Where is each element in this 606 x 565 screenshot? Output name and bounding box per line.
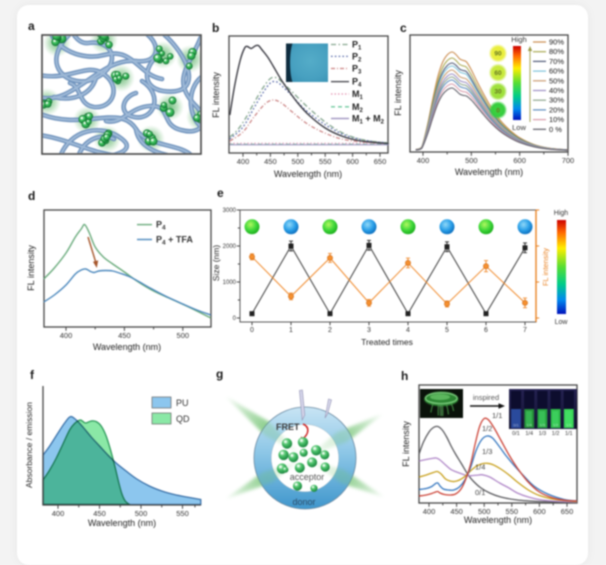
svg-text:FRET: FRET	[276, 422, 300, 432]
svg-text:1000: 1000	[223, 280, 237, 286]
svg-text:Wavelength (nm): Wavelength (nm)	[274, 169, 342, 179]
svg-text:400: 400	[52, 509, 65, 518]
svg-text:5: 5	[445, 327, 449, 334]
svg-text:550: 550	[506, 507, 519, 516]
svg-text:30%: 30%	[549, 96, 564, 105]
svg-text:P2: P2	[352, 51, 362, 63]
svg-text:1/4: 1/4	[475, 463, 485, 472]
svg-text:3: 3	[367, 327, 371, 334]
svg-text:acceptor: acceptor	[290, 472, 325, 482]
svg-text:0: 0	[233, 316, 237, 322]
svg-text:0/1: 0/1	[475, 488, 485, 497]
svg-text:6: 6	[484, 327, 488, 334]
svg-text:650: 650	[561, 507, 574, 516]
svg-text:20%: 20%	[549, 105, 564, 114]
svg-text:60%: 60%	[549, 67, 564, 76]
svg-text:inspired: inspired	[473, 393, 499, 402]
svg-text:450: 450	[450, 507, 463, 516]
svg-text:400: 400	[60, 331, 73, 340]
svg-text:450: 450	[93, 509, 106, 518]
svg-text:M1: M1	[352, 89, 364, 101]
svg-text:P3: P3	[352, 64, 362, 76]
svg-text:4: 4	[406, 327, 410, 334]
svg-text:Low: Low	[512, 123, 526, 132]
svg-text:FL intensity: FL intensity	[541, 248, 550, 286]
svg-text:Size (nm): Size (nm)	[211, 245, 221, 282]
svg-text:30: 30	[494, 89, 502, 96]
svg-text:Low: Low	[555, 319, 569, 326]
svg-text:450: 450	[264, 157, 277, 166]
svg-text:0: 0	[250, 327, 254, 334]
svg-text:donor: donor	[292, 497, 315, 507]
svg-text:1: 1	[289, 327, 293, 334]
svg-text:90%: 90%	[549, 38, 564, 47]
svg-text:70%: 70%	[549, 57, 564, 66]
svg-text:50%: 50%	[549, 76, 564, 85]
svg-text:0/1: 0/1	[512, 431, 520, 437]
svg-text:Wavelength (nm): Wavelength (nm)	[88, 518, 156, 528]
svg-text:40%: 40%	[549, 86, 564, 95]
svg-text:80%: 80%	[549, 47, 564, 56]
svg-text:3000: 3000	[223, 208, 237, 214]
svg-text:600: 600	[346, 157, 359, 166]
svg-text:QD: QD	[176, 414, 190, 424]
svg-text:400: 400	[417, 156, 430, 165]
svg-text:650: 650	[374, 157, 387, 166]
svg-text:Treated times: Treated times	[361, 337, 413, 347]
svg-text:1/1: 1/1	[492, 411, 502, 420]
svg-text:400: 400	[237, 157, 250, 166]
svg-text:P4 + TFA: P4 + TFA	[156, 235, 193, 247]
svg-text:500: 500	[478, 507, 491, 516]
svg-text:60: 60	[494, 70, 502, 77]
svg-text:Wavelength (nm): Wavelength (nm)	[464, 515, 532, 525]
svg-text:1/2: 1/2	[482, 424, 492, 433]
svg-text:Wavelength (nm): Wavelength (nm)	[93, 342, 161, 352]
svg-text:90: 90	[494, 51, 502, 58]
svg-text:700: 700	[562, 156, 575, 165]
svg-text:500: 500	[177, 331, 190, 340]
svg-text:Wavelength (nm): Wavelength (nm)	[455, 167, 523, 177]
svg-text:High: High	[511, 35, 526, 44]
svg-text:PU: PU	[176, 398, 189, 408]
svg-text:7: 7	[523, 327, 527, 334]
svg-text:600: 600	[513, 156, 526, 165]
svg-text:M2: M2	[352, 102, 364, 114]
svg-text:500: 500	[135, 509, 148, 518]
svg-text:550: 550	[319, 157, 332, 166]
svg-text:400: 400	[423, 507, 436, 516]
svg-text:P1: P1	[352, 40, 362, 52]
svg-text:FL intensity: FL intensity	[211, 72, 221, 118]
svg-text:0 %: 0 %	[549, 125, 562, 134]
svg-text:P4: P4	[352, 77, 362, 89]
svg-text:0: 0	[496, 107, 500, 114]
svg-text:1/1: 1/1	[566, 423, 572, 428]
svg-text:600: 600	[533, 507, 546, 516]
svg-text:1/1: 1/1	[565, 431, 573, 437]
svg-text:10%: 10%	[549, 115, 564, 124]
svg-text:0/1: 0/1	[513, 423, 519, 428]
svg-text:500: 500	[465, 156, 478, 165]
svg-text:2: 2	[328, 327, 332, 334]
svg-text:1/4: 1/4	[525, 431, 533, 437]
svg-text:High: High	[554, 210, 569, 217]
svg-text:1/3: 1/3	[539, 431, 547, 437]
svg-text:1/3: 1/3	[482, 447, 492, 456]
svg-text:FL intensity: FL intensity	[26, 245, 36, 291]
svg-text:550: 550	[176, 509, 189, 518]
svg-text:1/4: 1/4	[526, 423, 532, 428]
svg-text:FL intensity: FL intensity	[393, 70, 403, 116]
svg-text:P4: P4	[156, 220, 166, 232]
svg-text:1/3: 1/3	[540, 423, 546, 428]
svg-text:FL intensity: FL intensity	[401, 421, 411, 467]
svg-text:2000: 2000	[223, 244, 237, 250]
svg-text:1/2: 1/2	[552, 431, 560, 437]
svg-text:1/2: 1/2	[553, 423, 559, 428]
svg-text:Absorbance / emission: Absorbance / emission	[24, 402, 34, 488]
svg-text:450: 450	[118, 331, 131, 340]
svg-text:500: 500	[292, 157, 305, 166]
